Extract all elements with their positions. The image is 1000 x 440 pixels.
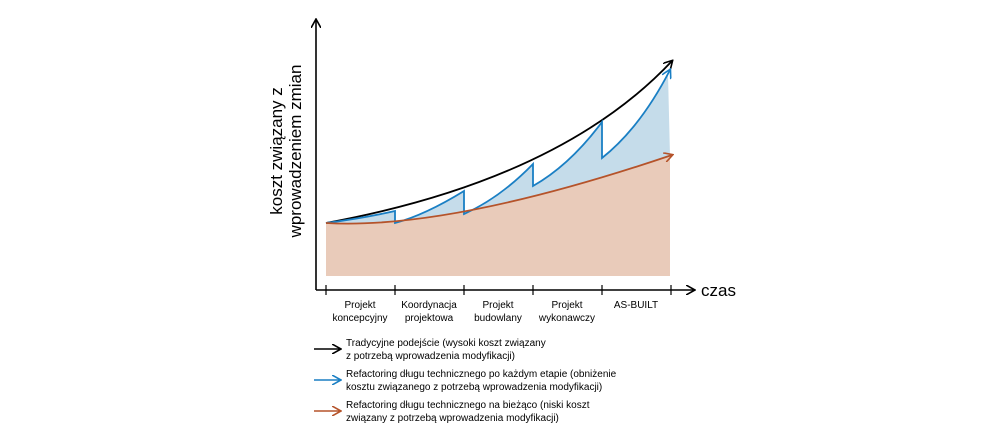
phase-label-line: AS-BUILT [614,300,658,311]
legend-item-traditional: Tradycyjne podejście (wysoki koszt związ… [314,338,546,362]
phase-label-line: Projekt [482,300,513,311]
continuous-refactor-curve [325,155,672,225]
legend: Tradycyjne podejście (wysoki koszt związ… [314,338,617,424]
phase-label-line: Projekt [551,300,582,311]
phase-label-line: koncepcyjny [332,313,387,324]
phase-ticks [325,285,672,295]
stage-refactor-curve [325,70,670,225]
traditional-curve [325,61,672,224]
phase-label-line: Projekt [344,300,375,311]
phase-label-line: wykonawczy [538,313,595,324]
phase-label-line: Koordynacja [401,300,457,311]
legend-label-line: kosztu związanego z potrzebą wprowadzeni… [346,382,602,393]
phase-label-line: projektowa [405,313,454,324]
legend-item-continuous-refactor: Refactoring długu technicznego na bieżąc… [314,400,590,424]
legend-label-line: Refactoring długu technicznego po każdym… [346,369,617,380]
legend-label-line: Tradycyjne podejście (wysoki koszt związ… [346,338,546,349]
legend-label-line: z potrzebą wprowadzenia modyfikacji) [346,351,515,362]
legend-label-line: związany z potrzebą wprowadzenia modyfik… [346,413,559,424]
phase-labels: Projekt koncepcyjny Koordynacja projekto… [332,300,658,324]
legend-item-stage-refactor: Refactoring długu technicznego po każdym… [314,369,617,393]
continuous-refactor-area [326,156,670,276]
phase-label-line: budowlany [474,313,522,324]
x-axis-label: czas [701,281,736,300]
y-axis-label-line: koszt związany z [267,87,286,215]
y-axis-label-line: wprowadzeniem zmian [286,65,305,239]
legend-label-line: Refactoring długu technicznego na bieżąc… [346,400,590,411]
y-axis-label: koszt związany z wprowadzeniem zmian [267,65,305,239]
